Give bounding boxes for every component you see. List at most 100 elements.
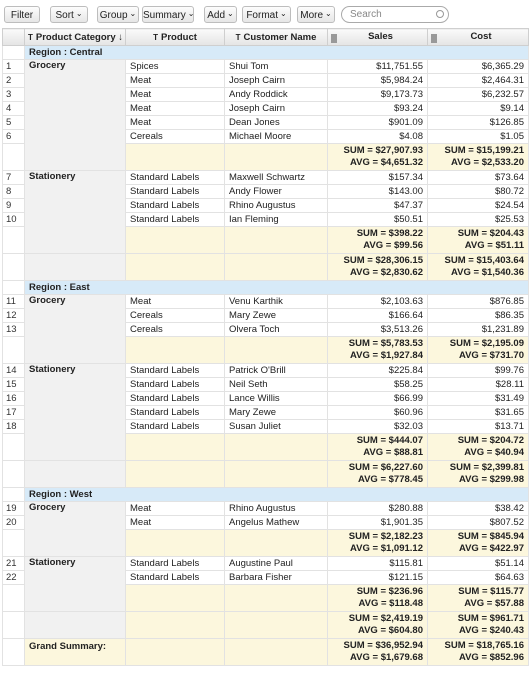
summary-line: AVG = $778.45 bbox=[357, 474, 423, 485]
column-header[interactable]: T Product bbox=[125, 28, 225, 46]
amount-cell: $126.85 bbox=[427, 115, 529, 130]
column-header[interactable]: Cost bbox=[427, 28, 529, 46]
row-number-header bbox=[2, 28, 25, 46]
text-cell: Standard Labels bbox=[125, 570, 225, 585]
summary-line: SUM = $2,182.23 bbox=[348, 531, 423, 542]
amount-cell: $1,231.89 bbox=[427, 322, 529, 337]
amount-cell: $807.52 bbox=[427, 515, 529, 530]
data-row[interactable]: 3 Meat Andy Roddick $9,173.73 $6,232.57 bbox=[2, 87, 529, 102]
search-placeholder: Search bbox=[350, 9, 382, 20]
amount-cell: $32.03 bbox=[327, 419, 428, 434]
text-cell: Cereals bbox=[125, 308, 225, 323]
summary-line: SUM = $236.96 bbox=[356, 586, 423, 597]
toolbar-button[interactable]: Filter bbox=[4, 6, 40, 23]
data-row[interactable]: 11 Grocery Meat Venu Karthik $2,103.63 $876.8… bbox=[2, 294, 529, 364]
data-row[interactable]: 13 Cereals Olvera Toch $3,513.26 $1,231.89 bbox=[2, 322, 529, 337]
data-row[interactable]: 2 Meat Joseph Cairn $5,984.24 $2,464.31 bbox=[2, 73, 529, 88]
data-row[interactable]: 18 Standard Labels Susan Juliet $32.03 $13.7… bbox=[2, 419, 529, 434]
column-header[interactable]: T Customer Name bbox=[224, 28, 328, 46]
category-cell: Grocery bbox=[24, 59, 126, 171]
search-box[interactable]: Search bbox=[341, 6, 449, 23]
text-cell: Standard Labels bbox=[125, 377, 225, 392]
summary-blank bbox=[24, 253, 126, 281]
amount-cell: $157.34 bbox=[327, 170, 428, 185]
data-row[interactable]: 1 Grocery Spices Shui Tom $11,751.55 $6,365.2… bbox=[2, 59, 529, 171]
summary-cell: SUM = $15,403.64 AVG = $1,540.36 bbox=[427, 253, 529, 281]
summary-cell: SUM = $2,419.19 AVG = $604.80 bbox=[327, 611, 428, 639]
amount-cell: $13.71 bbox=[427, 419, 529, 434]
summary-line: AVG = $1,540.36 bbox=[451, 267, 524, 278]
data-row[interactable]: 16 Standard Labels Lance Willis $66.99 $31.4… bbox=[2, 391, 529, 406]
text-cell: Meat bbox=[125, 501, 225, 516]
summary-line: AVG = $422.97 bbox=[458, 543, 524, 554]
data-row[interactable]: 6 Cereals Michael Moore $4.08 $1.05 bbox=[2, 129, 529, 144]
summary-line: SUM = $444.07 bbox=[356, 435, 423, 446]
column-icon bbox=[331, 34, 337, 43]
summary-blank bbox=[24, 611, 126, 639]
row-number: 11 bbox=[2, 294, 25, 309]
data-row[interactable]: 17 Standard Labels Mary Zewe $60.96 $31.65 bbox=[2, 405, 529, 420]
column-title: Cost bbox=[470, 31, 492, 42]
toolbar-button[interactable]: Sort bbox=[50, 6, 88, 23]
summary-line: AVG = $51.11 bbox=[464, 240, 524, 251]
summary-line: AVG = $2,830.62 bbox=[350, 267, 423, 278]
column-header[interactable]: Sales bbox=[327, 28, 428, 46]
region-header-row: Region : Central bbox=[2, 45, 529, 60]
row-number-cell bbox=[2, 336, 25, 364]
data-row[interactable]: 19 Grocery Meat Rhino Augustus $280.88 $38.42 bbox=[2, 501, 529, 557]
summary-blank bbox=[224, 226, 328, 254]
amount-cell: $31.65 bbox=[427, 405, 529, 420]
toolbar-button[interactable]: Add bbox=[204, 6, 237, 23]
toolbar-button[interactable]: More bbox=[297, 6, 335, 23]
amount-cell: $6,365.29 bbox=[427, 59, 529, 74]
summary-line: SUM = $15,403.64 bbox=[444, 255, 524, 266]
summary-blank bbox=[224, 433, 328, 461]
row-number: 21 bbox=[2, 556, 25, 571]
row-number: 18 bbox=[2, 419, 25, 434]
text-cell: Standard Labels bbox=[125, 391, 225, 406]
data-row[interactable]: 15 Standard Labels Neil Seth $58.25 $28.11 bbox=[2, 377, 529, 392]
summary-blank bbox=[224, 584, 328, 612]
amount-cell: $876.85 bbox=[427, 294, 529, 309]
summary-line: SUM = $845.94 bbox=[457, 531, 524, 542]
summary-line: AVG = $240.43 bbox=[458, 625, 524, 636]
summary-cell: SUM = $845.94 AVG = $422.97 bbox=[427, 529, 529, 557]
text-cell: Mary Zewe bbox=[224, 308, 328, 323]
column-header[interactable]: T Product Category ↓ bbox=[24, 28, 126, 46]
summary-blank bbox=[125, 433, 225, 461]
summary-cell: SUM = $2,399.81 AVG = $299.98 bbox=[427, 460, 529, 488]
summary-line: SUM = $2,419.19 bbox=[348, 613, 423, 624]
summary-blank bbox=[24, 460, 126, 488]
toolbar-button[interactable]: Group bbox=[97, 6, 139, 23]
amount-cell: $901.09 bbox=[327, 115, 428, 130]
toolbar-button[interactable]: Format bbox=[242, 6, 291, 23]
text-cell: Olvera Toch bbox=[224, 322, 328, 337]
group-summary-row: SUM = $5,783.53 AVG = $1,927.84 SUM = $2,1… bbox=[2, 336, 529, 364]
category-cell: Stationery bbox=[24, 556, 126, 612]
summary-line: AVG = $57.88 bbox=[464, 598, 524, 609]
amount-cell: $93.24 bbox=[327, 101, 428, 116]
text-cell: Meat bbox=[125, 73, 225, 88]
category-cell: Stationery bbox=[24, 363, 126, 461]
text-cell: Maxwell Schwartz bbox=[224, 170, 328, 185]
text-cell: Joseph Cairn bbox=[224, 73, 328, 88]
text-cell: Susan Juliet bbox=[224, 419, 328, 434]
summary-line: AVG = $299.98 bbox=[458, 474, 524, 485]
summary-cell: SUM = $204.72 AVG = $40.94 bbox=[427, 433, 529, 461]
amount-cell: $280.88 bbox=[327, 501, 428, 516]
row-number: 13 bbox=[2, 322, 25, 337]
data-row[interactable]: 14 Stationery Standard Labels Patrick O'Bri… bbox=[2, 363, 529, 461]
data-row[interactable]: 7 Stationery Standard Labels Maxwell Schwar… bbox=[2, 170, 529, 254]
text-cell: Standard Labels bbox=[125, 184, 225, 199]
amount-cell: $60.96 bbox=[327, 405, 428, 420]
amount-cell: $99.76 bbox=[427, 363, 529, 378]
grand-summary-label: Grand Summary: bbox=[24, 638, 126, 666]
data-row[interactable]: 5 Meat Dean Jones $901.09 $126.85 bbox=[2, 115, 529, 130]
row-number-cell bbox=[2, 433, 25, 461]
row-number-cell bbox=[2, 45, 25, 60]
data-row[interactable]: 21 Stationery Standard Labels Augustine Pau… bbox=[2, 556, 529, 612]
toolbar-button[interactable]: Summary bbox=[142, 6, 194, 23]
text-cell: Standard Labels bbox=[125, 198, 225, 213]
data-row[interactable]: 8 Standard Labels Andy Flower $143.00 $80.72 bbox=[2, 184, 529, 199]
row-number: 22 bbox=[2, 570, 25, 585]
